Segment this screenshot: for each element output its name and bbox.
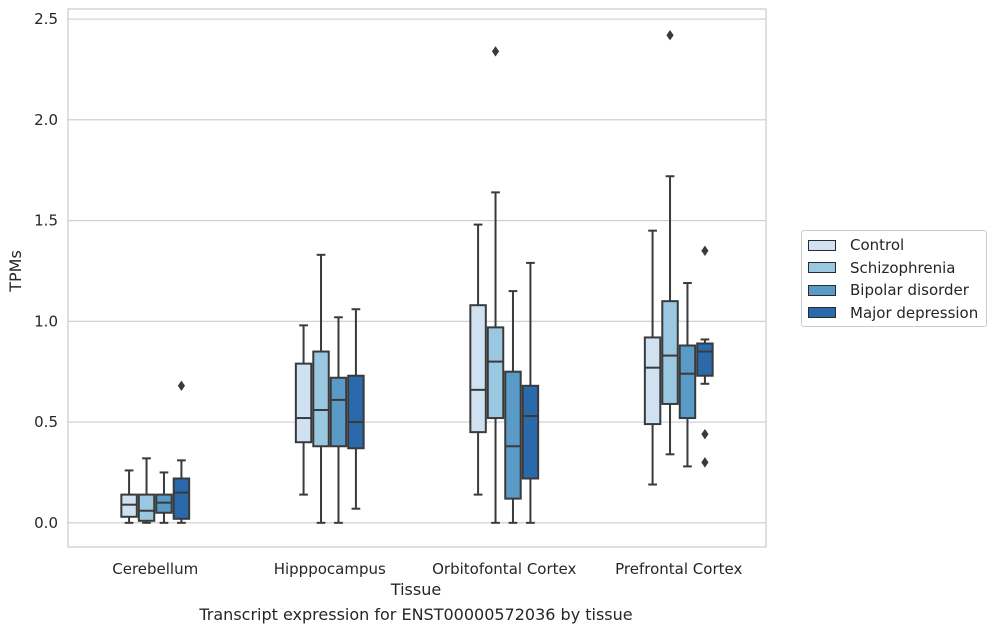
- box-iqr: [661, 300, 679, 405]
- legend-item: Control: [808, 235, 904, 255]
- legend-swatch: [808, 284, 836, 296]
- box-3-1: [347, 308, 365, 510]
- x-tick-label: Cerebellum: [112, 560, 198, 578]
- box-3-3: [696, 245, 714, 468]
- box-iqr: [469, 304, 487, 434]
- legend-label: Bipolar disorder: [850, 281, 969, 299]
- y-tick-label: 1.5: [34, 212, 58, 230]
- legend-label: Control: [850, 236, 905, 254]
- box-iqr: [347, 374, 365, 450]
- box-0-3: [643, 229, 662, 486]
- box-iqr: [504, 370, 522, 500]
- x-tick-labels: Cerebellum Hipppocampus Orbitofontal Corte…: [112, 560, 742, 578]
- grid-layer: [68, 18, 766, 524]
- box-iqr: [486, 326, 505, 420]
- y-tick-label: 2.5: [34, 10, 58, 28]
- legend-item: Bipolar disorder: [808, 280, 969, 300]
- box-2-0: [155, 471, 173, 524]
- y-axis-label: TPMs: [6, 250, 25, 293]
- outlier-point: [701, 245, 709, 256]
- y-tick-label: 1.0: [34, 312, 58, 330]
- x-tick-label: Hipppocampus: [274, 560, 386, 578]
- y-tick-labels: 0.0 0.5 1.0 1.5 2.0 2.5: [34, 10, 58, 532]
- box-iqr: [521, 384, 540, 480]
- box-3-0: [172, 380, 191, 524]
- x-tick-label: Prefrontal Cortex: [615, 560, 742, 578]
- box-layer: [120, 29, 714, 524]
- box-1-1: [312, 253, 330, 524]
- outlier-point: [701, 428, 709, 440]
- box-2-2: [504, 290, 522, 524]
- legend-swatch: [808, 307, 836, 318]
- box-0-0: [120, 469, 138, 524]
- y-tick-label: 0.5: [34, 413, 58, 431]
- box-iqr: [155, 493, 173, 514]
- box-iqr: [294, 362, 313, 444]
- box-iqr: [696, 342, 714, 377]
- y-tick-label: 0.0: [34, 514, 58, 532]
- x-axis-label: Tissue: [390, 580, 441, 599]
- box-iqr: [120, 493, 138, 518]
- box-iqr: [312, 350, 330, 448]
- chart-title: Transcript expression for ENST0000057203…: [199, 605, 633, 624]
- box-1-2: [486, 46, 505, 524]
- box-iqr: [329, 376, 348, 448]
- legend-swatch: [808, 239, 836, 251]
- outlier-point: [177, 380, 186, 392]
- legend-label: Schizophrenia: [850, 258, 956, 277]
- box-2-1: [329, 316, 348, 524]
- outlier-point: [701, 457, 709, 468]
- box-1-0: [137, 457, 156, 524]
- legend-item: Schizophrenia: [808, 258, 955, 278]
- box-iqr: [643, 336, 662, 426]
- box-iqr: [172, 477, 191, 520]
- outlier-point: [491, 46, 500, 57]
- box-2-3: [678, 282, 697, 468]
- box-iqr: [678, 344, 697, 420]
- box-0-1: [294, 324, 313, 496]
- x-tick-label: Orbitofontal Cortex: [432, 560, 576, 578]
- box-3-2: [521, 261, 540, 524]
- box-0-2: [469, 223, 487, 496]
- plot-frame: [67, 8, 767, 548]
- outlier-point: [666, 29, 674, 41]
- y-tick-label: 2.0: [34, 111, 58, 129]
- legend-label: Major depression: [850, 303, 979, 322]
- chart-legend: Control Schizophrenia Bipolar disorder Majo…: [801, 230, 987, 327]
- box-iqr: [137, 493, 156, 522]
- legend-item: Major depression: [808, 303, 978, 323]
- legend-swatch: [808, 262, 836, 273]
- box-1-3: [661, 29, 679, 456]
